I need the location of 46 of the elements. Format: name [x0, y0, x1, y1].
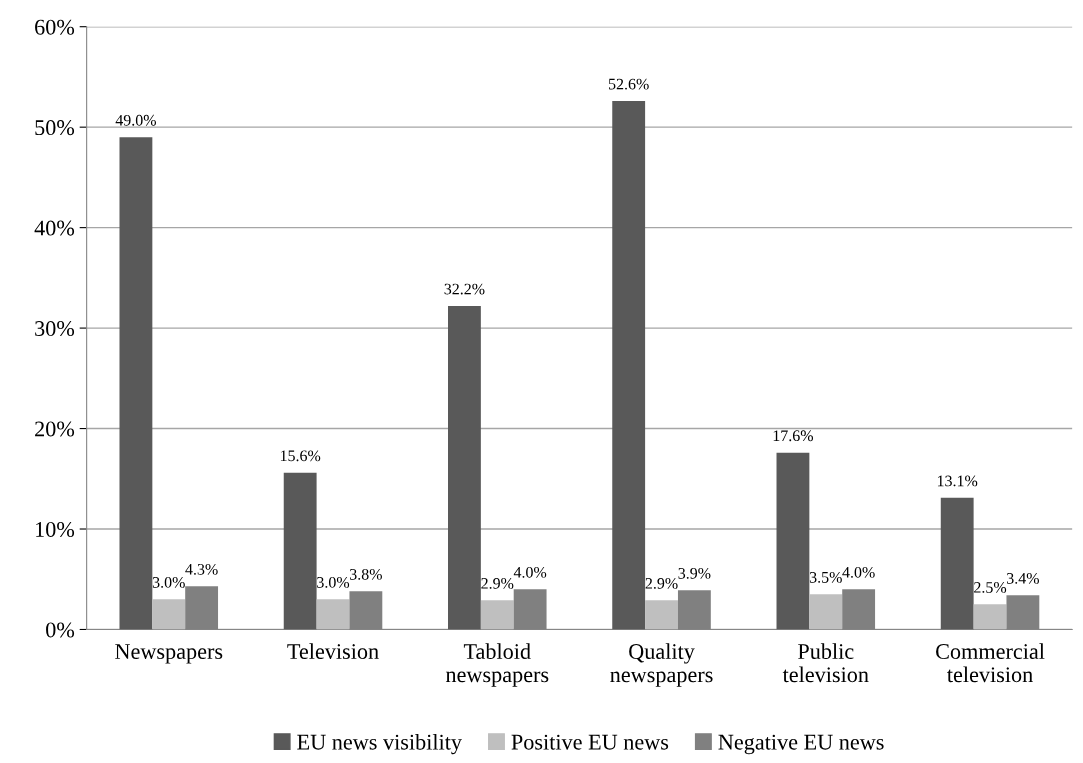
- data-label: 2.9%: [481, 577, 514, 589]
- data-label: 13.1%: [937, 475, 978, 487]
- y-tick-label: 50%: [35, 120, 75, 136]
- bar: [316, 599, 350, 630]
- data-label: 2.5%: [974, 582, 1007, 593]
- bar: [283, 472, 317, 630]
- data-label: 4.0%: [842, 566, 875, 578]
- data-label: 52.6%: [608, 78, 649, 90]
- data-label: 49.0%: [115, 114, 156, 126]
- bar: [973, 604, 1007, 630]
- bar: [448, 305, 481, 630]
- x-tick-label: Commercial television: [936, 643, 1045, 683]
- data-label: 17.6%: [773, 430, 814, 442]
- data-label: 2.9%: [645, 577, 678, 589]
- legend-label: Positive EU news: [511, 734, 669, 750]
- data-label: 32.2%: [444, 283, 485, 295]
- y-tick-label: 40%: [34, 220, 75, 236]
- y-tick-label: 30%: [35, 321, 75, 337]
- bar: [809, 594, 843, 630]
- data-label: 4.0%: [513, 566, 547, 578]
- bar: [645, 600, 678, 630]
- x-tick-label: Newspapers: [115, 644, 223, 664]
- data-label: 3.9%: [678, 567, 711, 579]
- bar: [152, 599, 186, 630]
- data-label: 15.6%: [280, 450, 321, 462]
- legend-label: EU news visibility: [297, 734, 462, 755]
- x-tick-label: Television: [287, 643, 379, 659]
- x-tick-label: Quality newspapers: [610, 643, 713, 687]
- data-label: 3.5%: [809, 571, 842, 583]
- y-tick-label: 60%: [35, 19, 75, 35]
- legend-label: Negative EU news: [718, 734, 884, 755]
- bar: [776, 452, 810, 630]
- bar: [480, 600, 514, 630]
- x-tick-label: Tabloid newspapers: [445, 643, 549, 687]
- bar: [612, 101, 646, 630]
- data-label: 3.4%: [1007, 572, 1039, 584]
- x-tick-label: Public television: [782, 643, 869, 683]
- y-tick-label: 0%: [46, 622, 75, 638]
- bar: [940, 497, 974, 630]
- data-label: 4.3%: [185, 563, 218, 575]
- y-tick-label: 10%: [36, 521, 75, 538]
- data-label: 3.0%: [152, 576, 185, 588]
- bar: [119, 137, 153, 630]
- y-tick-label: 20%: [35, 421, 75, 437]
- data-label: 3.0%: [317, 576, 350, 588]
- data-label: 3.8%: [350, 568, 382, 580]
